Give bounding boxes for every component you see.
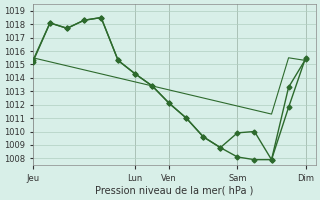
X-axis label: Pression niveau de la mer( hPa ): Pression niveau de la mer( hPa ) <box>95 186 253 196</box>
